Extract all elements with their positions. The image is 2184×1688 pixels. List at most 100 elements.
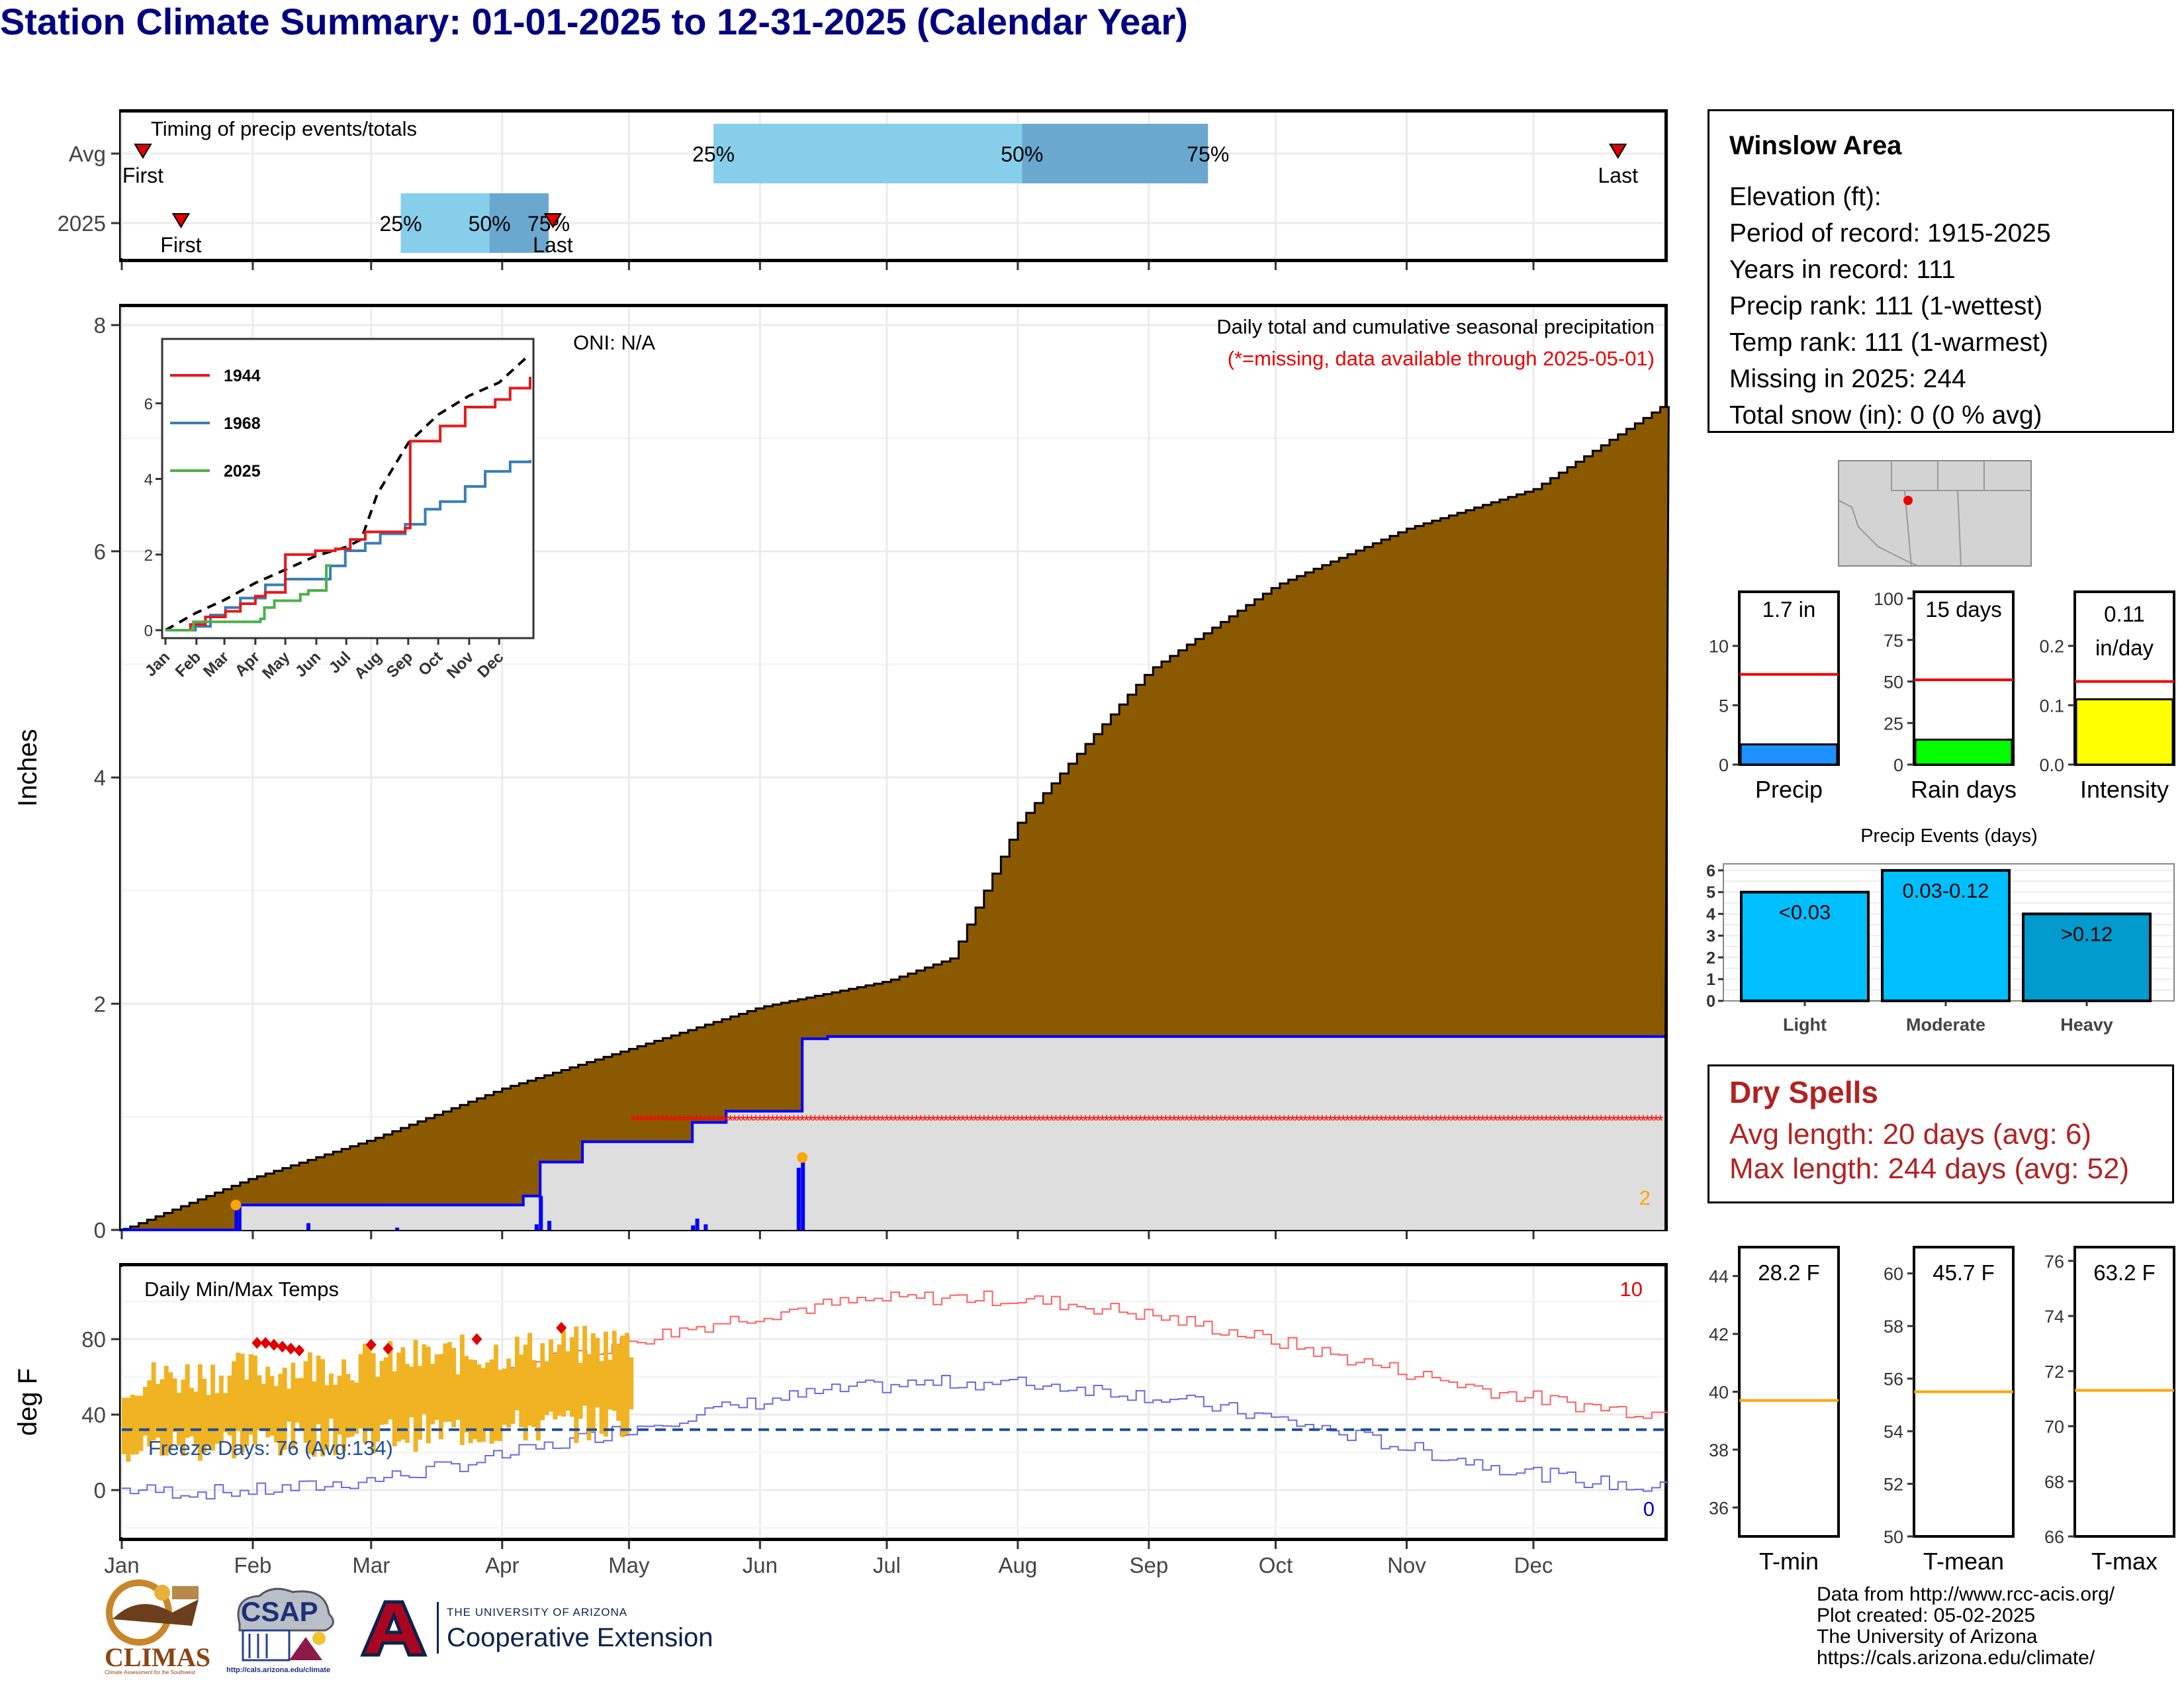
precip-missing-marker: *	[643, 1112, 649, 1130]
precip-daily-bar	[539, 1196, 543, 1230]
temp-daily-bar	[523, 1344, 528, 1440]
month-axis-label: Feb	[234, 1553, 272, 1577]
precip-missing-marker: *	[875, 1112, 881, 1130]
precip-missing-marker: *	[947, 1112, 953, 1130]
precip-missing-marker: *	[1505, 1112, 1511, 1130]
precip-note: Daily total and cumulative seasonal prec…	[1216, 315, 1655, 338]
timing-last-marker	[543, 213, 563, 228]
temp-daily-bar	[430, 1364, 435, 1425]
precip-missing-marker: *	[647, 1112, 653, 1130]
precip-missing-marker: *	[1260, 1112, 1266, 1130]
temp-daily-bar	[312, 1381, 317, 1457]
temp-daily-bar	[549, 1339, 553, 1412]
precip-missing-marker: *	[820, 1112, 826, 1130]
temp-daily-bar	[514, 1336, 520, 1411]
temp-gauge-tick-label: 38	[1709, 1440, 1729, 1460]
temp-daily-bar	[218, 1376, 224, 1442]
temp-daily-bar	[400, 1347, 406, 1440]
gauge-tick-label: 50	[1884, 673, 1903, 692]
precip-missing-marker: *	[1213, 1112, 1219, 1130]
temp-gauge-tick-label: 74	[2044, 1307, 2064, 1327]
precip-missing-marker: *	[1408, 1112, 1414, 1130]
precip-missing-marker: *	[1306, 1112, 1312, 1130]
temp-daily-bar	[565, 1351, 570, 1411]
month-axis-label: Jan	[104, 1553, 139, 1577]
temp-daily-bar	[168, 1372, 173, 1449]
precip-missing-marker: *	[998, 1112, 1004, 1130]
precip-missing-marker: *	[1036, 1112, 1042, 1130]
precip-missing-marker: *	[1061, 1112, 1067, 1130]
precip-missing-marker: *	[1623, 1112, 1629, 1130]
temp-gauge-tick-label: 52	[1884, 1475, 1903, 1495]
precip-missing-marker: *	[1277, 1112, 1283, 1130]
precip-missing-marker: *	[1547, 1112, 1553, 1130]
temp-daily-bar	[197, 1364, 203, 1461]
temp-count-high: 10	[1620, 1278, 1643, 1301]
precip-missing-marker: *	[917, 1112, 923, 1130]
gauge-tick-label: 0	[1893, 755, 1903, 775]
temp-daily-bar	[396, 1352, 401, 1442]
precip-missing-marker: *	[1353, 1112, 1359, 1130]
precip-missing-marker: *	[651, 1112, 657, 1130]
precip-missing-marker: *	[1154, 1112, 1160, 1130]
temp-daily-bar	[337, 1376, 342, 1435]
inset-y-tick-label: 4	[144, 471, 153, 489]
temp-daily-bar	[341, 1359, 346, 1452]
precip-missing-marker: *	[1530, 1112, 1536, 1130]
temp-record-marker	[294, 1344, 305, 1357]
precip-missing-marker: *	[1023, 1112, 1029, 1130]
precip-missing-marker: *	[837, 1112, 843, 1130]
precip-missing-marker: *	[1285, 1112, 1291, 1130]
station-missing: Missing in 2025: 244	[1729, 365, 1966, 393]
temp-daily-bar	[177, 1393, 181, 1446]
inset-legend-label: 2025	[224, 462, 261, 481]
precip-missing-marker: *	[1551, 1112, 1557, 1130]
precip-y-tick-label: 4	[94, 766, 106, 790]
temp-record-marker	[285, 1342, 296, 1355]
gauge-tick-label: 0.0	[2039, 755, 2064, 775]
timing-row-label: Avg	[69, 142, 106, 166]
precip-missing-marker: *	[880, 1112, 886, 1130]
precip-missing-marker: *	[1163, 1112, 1169, 1130]
events-bar-label: <0.03	[1779, 901, 1831, 924]
temp-gauge-value: 63.2 F	[2093, 1260, 2156, 1285]
temp-daily-bar	[163, 1366, 169, 1456]
precip-missing-marker: *	[655, 1112, 661, 1130]
temp-normal-min-line	[122, 1375, 1669, 1500]
gauge-tick-label: 5	[1719, 696, 1729, 716]
timing-p50-label: 50%	[469, 212, 511, 236]
precip-missing-marker: *	[1640, 1112, 1646, 1130]
oni-label: ONI: N/A	[573, 331, 655, 354]
precip-missing-marker: *	[1349, 1112, 1355, 1130]
precip-missing-marker: *	[672, 1112, 678, 1130]
precip-missing-marker: *	[698, 1112, 704, 1130]
precip-missing-marker: *	[926, 1112, 932, 1130]
precip-missing-marker: *	[1387, 1112, 1392, 1130]
gauge-tick-label: 10	[1709, 637, 1729, 657]
precip-missing-marker: *	[888, 1112, 894, 1130]
temp-gauge-label: T-min	[1759, 1548, 1819, 1575]
temp-daily-bar	[320, 1359, 326, 1457]
events-bar-label: 0.03-0.12	[1903, 879, 1989, 902]
precip-daily-bar	[534, 1224, 539, 1230]
temp-daily-bar	[604, 1331, 608, 1437]
timing-first-marker	[171, 213, 191, 228]
precip-missing-marker: *	[1611, 1112, 1617, 1130]
precip-y-tick-label: 2	[94, 992, 106, 1016]
temp-gauge-frame	[2073, 1246, 2175, 1538]
temp-count-low: 0	[1643, 1497, 1655, 1521]
precip-missing-marker: *	[1137, 1112, 1143, 1130]
precip-missing-marker: *	[1459, 1112, 1465, 1130]
precip-max-marker	[797, 1152, 808, 1163]
precip-missing-marker: *	[749, 1112, 754, 1130]
station-period: Period of record: 1915-2025	[1729, 219, 2051, 248]
temp-daily-bar	[468, 1359, 473, 1444]
precip-missing-marker: *	[1158, 1112, 1164, 1130]
footer-data-source: Data from http://www.rcc-acis.org/	[1817, 1583, 2115, 1605]
precip-missing-marker: *	[1433, 1112, 1439, 1130]
precip-missing-marker: *	[1116, 1112, 1122, 1130]
station-info-box: Winslow Area Elevation (ft): Period of r…	[1707, 109, 2174, 433]
temp-record-marker	[260, 1336, 271, 1349]
